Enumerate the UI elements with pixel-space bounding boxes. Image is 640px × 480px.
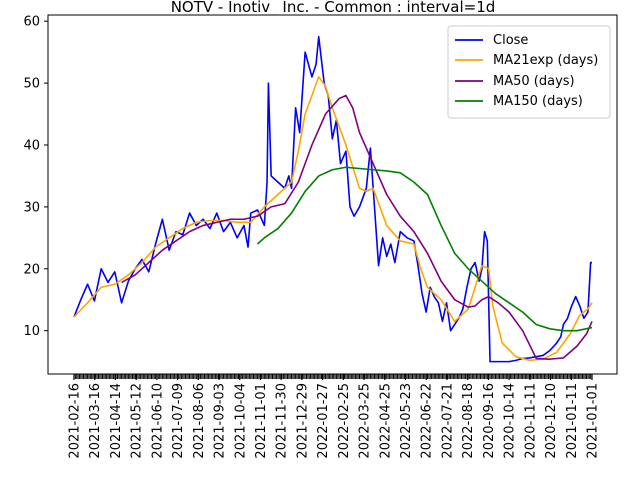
x-tick-label: 2021-01-01	[586, 383, 601, 459]
x-tick-label: 2021-07-09	[171, 383, 186, 459]
y-axis: 10 20 30 40 50 60	[23, 15, 48, 339]
x-tick-label: 2022-08-18	[461, 383, 476, 459]
y-tick-label-60: 60	[23, 15, 40, 30]
x-tick-label: 2022-01-27	[316, 383, 331, 459]
x-tick-label: 2020-09-16	[482, 383, 497, 459]
x-tick-label: 2021-12-29	[295, 383, 310, 459]
y-tick-label-10: 10	[23, 324, 40, 339]
x-axis: 2021-02-16 2021-03-16 2021-04-14 2021-05-12…	[68, 374, 601, 459]
series-line-ma150-days	[257, 166, 593, 332]
x-tick-label: 2021-11-01	[254, 383, 269, 459]
x-tick-label: 2021-06-10	[150, 383, 165, 459]
legend-label-ma50: MA50 (days)	[493, 74, 575, 89]
x-tick-label: 2020-11-11	[523, 383, 538, 459]
legend-box	[447, 25, 611, 119]
x-tick-label: 2022-03-25	[358, 383, 373, 459]
legend-label-ma21exp: MA21exp (days)	[493, 53, 598, 68]
chart-title: NOTV - Inotiv_ Inc. - Common : interval=…	[171, 0, 496, 17]
x-tick-label: 2021-11-30	[275, 383, 290, 459]
x-tick-label: 2021-01-11	[565, 383, 580, 459]
y-tick-label-30: 30	[23, 200, 40, 215]
y-tick-label-20: 20	[23, 262, 40, 277]
x-tick-label: 2020-10-14	[503, 383, 518, 459]
series-group	[73, 35, 593, 363]
series-line-close	[73, 35, 592, 363]
x-tick-label: 2022-04-25	[378, 383, 393, 459]
x-tick-label: 2020-12-10	[544, 383, 559, 459]
x-tick-label: 2022-07-21	[440, 383, 455, 459]
series-line-ma50-days	[121, 94, 593, 360]
x-tick-label: 2021-03-16	[88, 383, 103, 459]
x-tick-label: 2021-04-14	[109, 383, 124, 459]
x-tick-label: 2021-02-16	[68, 383, 83, 459]
series-line-ma21exp-days	[73, 76, 593, 362]
x-tick-label: 2022-05-23	[399, 383, 414, 459]
y-tick-label-50: 50	[23, 77, 40, 92]
x-tick-label: 2021-08-06	[192, 383, 207, 459]
x-tick-label: 2021-10-04	[233, 383, 248, 459]
legend-label-close: Close	[493, 33, 528, 48]
legend: Close MA21exp (days) MA50 (days) MA150 (…	[447, 25, 611, 119]
x-tick-label: 2021-09-03	[213, 383, 228, 459]
x-tick-label: 2022-02-25	[337, 383, 352, 459]
legend-label-ma150: MA150 (days)	[493, 94, 583, 109]
y-tick-label-40: 40	[23, 138, 40, 153]
x-tick-label: 2022-06-22	[420, 383, 435, 459]
x-tick-label: 2021-05-12	[130, 383, 145, 459]
